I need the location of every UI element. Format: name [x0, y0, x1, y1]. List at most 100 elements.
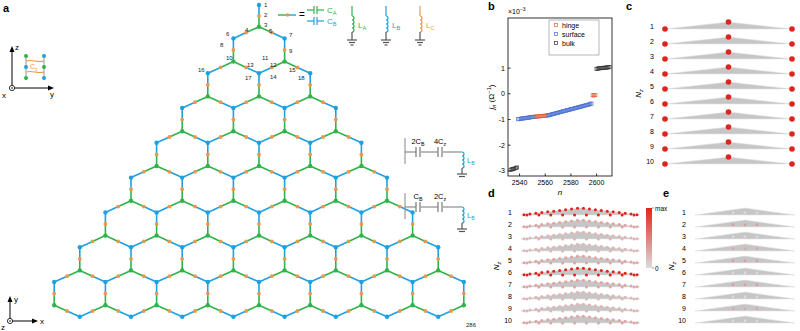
node-c	[65, 309, 69, 313]
node-c	[296, 100, 300, 104]
y-tick-label: 0	[501, 90, 505, 97]
node-c	[219, 170, 223, 174]
label-part: A	[333, 10, 337, 16]
surface-state	[528, 296, 531, 299]
bulk-state	[756, 236, 759, 239]
surface-state	[561, 298, 564, 301]
cap-plate	[313, 17, 314, 25]
surface-state	[564, 304, 567, 307]
ground	[417, 42, 423, 43]
node-c	[168, 274, 172, 278]
node-b	[231, 315, 235, 319]
node-c	[398, 240, 402, 244]
surface-state	[537, 214, 540, 217]
surface-state	[621, 238, 624, 241]
node-c	[142, 170, 146, 174]
surface-state	[534, 296, 537, 299]
surface-state	[552, 234, 555, 237]
node-b	[282, 315, 286, 319]
surface-state	[609, 286, 612, 289]
surface-state	[537, 274, 540, 277]
node-c	[142, 274, 146, 278]
surface-state	[612, 258, 615, 261]
ladder-node	[24, 76, 28, 80]
cap-wire	[307, 9, 314, 10]
ind-label: LA	[358, 21, 366, 31]
surface-state	[534, 308, 537, 311]
node-label: 9	[289, 48, 293, 54]
node-b	[436, 315, 440, 319]
arrow-head	[10, 46, 15, 52]
surface-state	[618, 319, 621, 322]
node-b	[282, 175, 286, 179]
node-c	[321, 205, 325, 209]
node-a	[410, 233, 414, 237]
node-c	[334, 187, 338, 191]
cap-label: CB	[327, 17, 337, 27]
node-c	[91, 240, 95, 244]
bulk-state	[756, 212, 759, 215]
node-c	[219, 66, 223, 70]
node-c	[270, 240, 274, 244]
node-a	[206, 164, 210, 168]
bulk-state	[756, 284, 759, 287]
surface-state	[576, 255, 579, 258]
layer-axis-label: Nz	[492, 262, 502, 271]
surface-state	[537, 238, 540, 241]
node-b	[180, 315, 184, 319]
surface-state	[618, 307, 621, 310]
node-c	[360, 153, 364, 157]
hinge-state	[726, 49, 732, 55]
surface-state	[534, 260, 537, 263]
surface-state	[606, 282, 609, 285]
node-c	[283, 187, 287, 191]
node-a	[231, 199, 235, 203]
surface-state	[582, 219, 585, 222]
surface-state	[534, 224, 537, 227]
node-b	[154, 141, 158, 145]
node-a	[129, 199, 133, 203]
label-part: B	[333, 21, 337, 27]
bulk-state	[756, 296, 759, 299]
node-c	[91, 274, 95, 278]
bulk-state	[744, 236, 747, 239]
layer	[695, 268, 795, 275]
surface-state	[636, 273, 639, 276]
layer-number: 8	[650, 128, 654, 135]
surface-state	[636, 237, 639, 240]
node-c	[206, 153, 210, 157]
surface-state	[597, 262, 600, 265]
node-a	[257, 164, 261, 168]
node-c	[206, 222, 210, 226]
node-c	[168, 309, 172, 313]
axis-name: y	[14, 295, 18, 304]
node-b	[206, 280, 210, 284]
layer	[695, 232, 795, 239]
node-c	[193, 135, 197, 139]
surface-state	[576, 207, 579, 210]
surface-state	[558, 245, 561, 248]
node-c	[347, 135, 351, 139]
bulk-state	[732, 284, 735, 287]
surface-state	[546, 210, 549, 213]
layer-number: 7	[508, 281, 512, 288]
node-b	[385, 175, 389, 179]
surface-state	[525, 274, 528, 277]
surface-state	[525, 298, 528, 301]
layer-number: 4	[508, 245, 512, 252]
surface-state	[600, 269, 603, 272]
node-b	[231, 106, 235, 110]
label-part: B	[471, 215, 475, 221]
node-b	[385, 315, 389, 319]
node-c	[244, 135, 248, 139]
bulk-state	[756, 224, 759, 227]
hinge-state	[789, 131, 795, 137]
surface-state	[537, 298, 540, 301]
node-a	[308, 164, 312, 168]
node-label: 13	[247, 62, 254, 68]
node-c	[270, 135, 274, 139]
surface-state	[606, 294, 609, 297]
surface-state	[588, 292, 591, 295]
surface-state	[633, 214, 636, 217]
surface-state	[633, 262, 636, 265]
